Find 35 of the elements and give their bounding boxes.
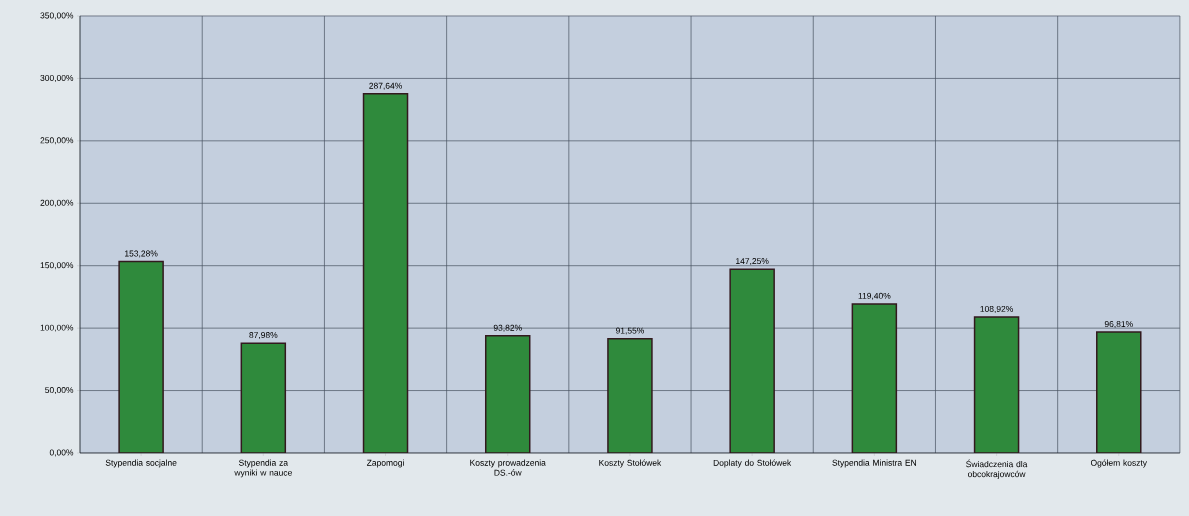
x-tick-label: Świadczenia dla obcokrajowców xyxy=(966,459,1028,479)
data-label: 93,82% xyxy=(493,324,522,332)
y-tick-label: 0,00% xyxy=(49,449,74,457)
x-tick-label: Stypendia socjalne xyxy=(105,459,177,468)
x-tick-label: Koszty Stołówek xyxy=(599,459,662,468)
bar xyxy=(118,260,164,453)
data-label: 87,98% xyxy=(249,332,278,340)
x-tick-label: Doplaty do Stołówek xyxy=(713,459,792,468)
x-tick-label: Stypendia za wyniki w nauce xyxy=(234,459,292,478)
data-label: 91,55% xyxy=(615,327,645,335)
x-tick-label: Ogółem koszty xyxy=(1090,459,1147,468)
data-label: 147,25% xyxy=(736,258,769,266)
data-label: 108,92% xyxy=(980,305,1013,313)
bar xyxy=(362,93,409,453)
y-tick-label: 50,00% xyxy=(45,387,74,395)
data-label: 119,40% xyxy=(858,292,891,300)
bar xyxy=(729,268,775,453)
data-label: 287,64% xyxy=(369,82,402,90)
bar xyxy=(607,337,653,453)
bar xyxy=(851,303,898,453)
y-tick-label: 200,00% xyxy=(40,199,74,207)
y-tick-label: 350,00% xyxy=(40,12,74,20)
bar xyxy=(973,316,1020,453)
y-tick-label: 100,00% xyxy=(40,324,74,332)
bar xyxy=(240,342,287,453)
x-tick-label: Zapomogi xyxy=(366,459,404,468)
data-label: 96,81% xyxy=(1104,321,1133,329)
data-label: 153,28% xyxy=(125,250,158,258)
y-tick-label: 150,00% xyxy=(40,262,74,270)
y-tick-label: 250,00% xyxy=(40,137,74,145)
y-tick-label: 300,00% xyxy=(40,74,74,82)
bar xyxy=(484,335,531,453)
x-tick-label: Koszty prowadzenia DS.-ów xyxy=(470,459,546,476)
x-tick-label: Stypendia Ministra EN xyxy=(832,459,917,468)
bar xyxy=(1096,331,1142,453)
